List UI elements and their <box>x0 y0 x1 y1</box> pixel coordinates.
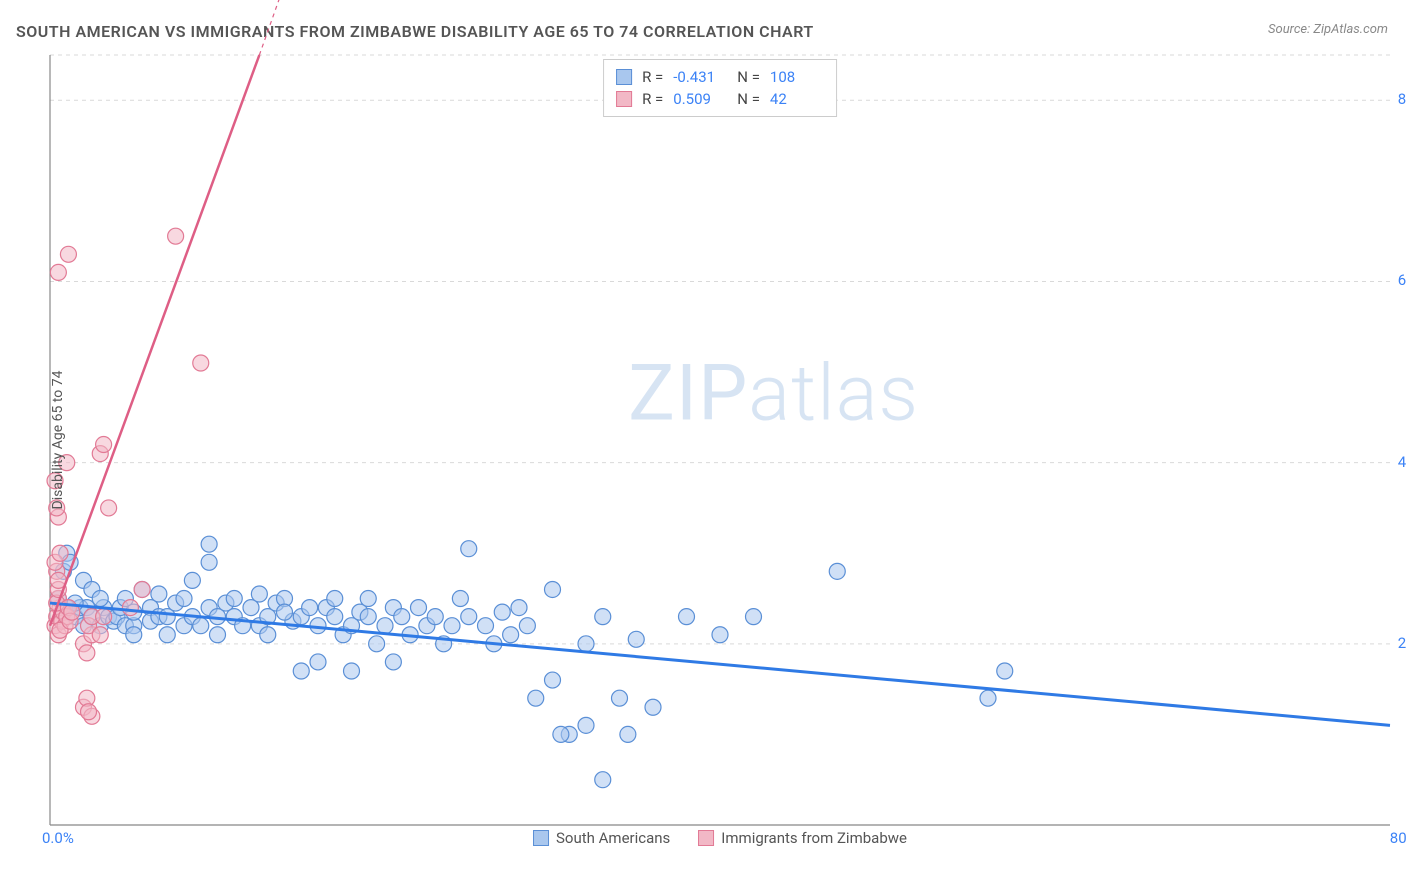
n-label-2: N = <box>737 90 760 108</box>
r-label-2: R = <box>642 90 663 108</box>
legend-swatch-1 <box>533 830 549 846</box>
legend-swatch-2 <box>698 830 714 846</box>
chart-title: SOUTH AMERICAN VS IMMIGRANTS FROM ZIMBAB… <box>16 22 814 41</box>
legend-label-2: Immigrants from Zimbabwe <box>721 829 907 847</box>
legend-swatch-pink <box>616 91 632 107</box>
source-label: Source: ZipAtlas.com <box>1268 22 1388 37</box>
y-tick-1: 40.0% <box>1398 453 1406 471</box>
plot-area: Disability Age 65 to 74 ZIPatlas R = -0.… <box>50 55 1390 825</box>
legend-swatch-blue <box>616 69 632 85</box>
x-tick-1: 80.0% <box>1390 829 1406 847</box>
r-value-1: -0.431 <box>673 68 727 86</box>
legend-row-series-2: R = 0.509 N = 42 <box>616 88 824 110</box>
legend-label-1: South Americans <box>556 829 670 847</box>
legend-item-2: Immigrants from Zimbabwe <box>698 829 907 847</box>
n-label: N = <box>737 68 760 86</box>
r-value-2: 0.509 <box>673 90 727 108</box>
y-tick-0: 20.0% <box>1398 634 1406 652</box>
r-label: R = <box>642 68 663 86</box>
series-legend: South Americans Immigrants from Zimbabwe <box>533 829 907 847</box>
n-value-1: 108 <box>770 68 824 86</box>
x-tick-0: 0.0% <box>42 829 74 847</box>
scatter-chart <box>50 55 1390 825</box>
chart-container: SOUTH AMERICAN VS IMMIGRANTS FROM ZIMBAB… <box>0 0 1406 892</box>
n-value-2: 42 <box>770 90 824 108</box>
y-tick-3: 80.0% <box>1398 90 1406 108</box>
legend-row-series-1: R = -0.431 N = 108 <box>616 66 824 88</box>
correlation-legend: R = -0.431 N = 108 R = 0.509 N = 42 <box>603 59 837 117</box>
legend-item-1: South Americans <box>533 829 670 847</box>
y-axis-label: Disability Age 65 to 74 <box>50 371 66 510</box>
y-tick-2: 60.0% <box>1398 271 1406 289</box>
